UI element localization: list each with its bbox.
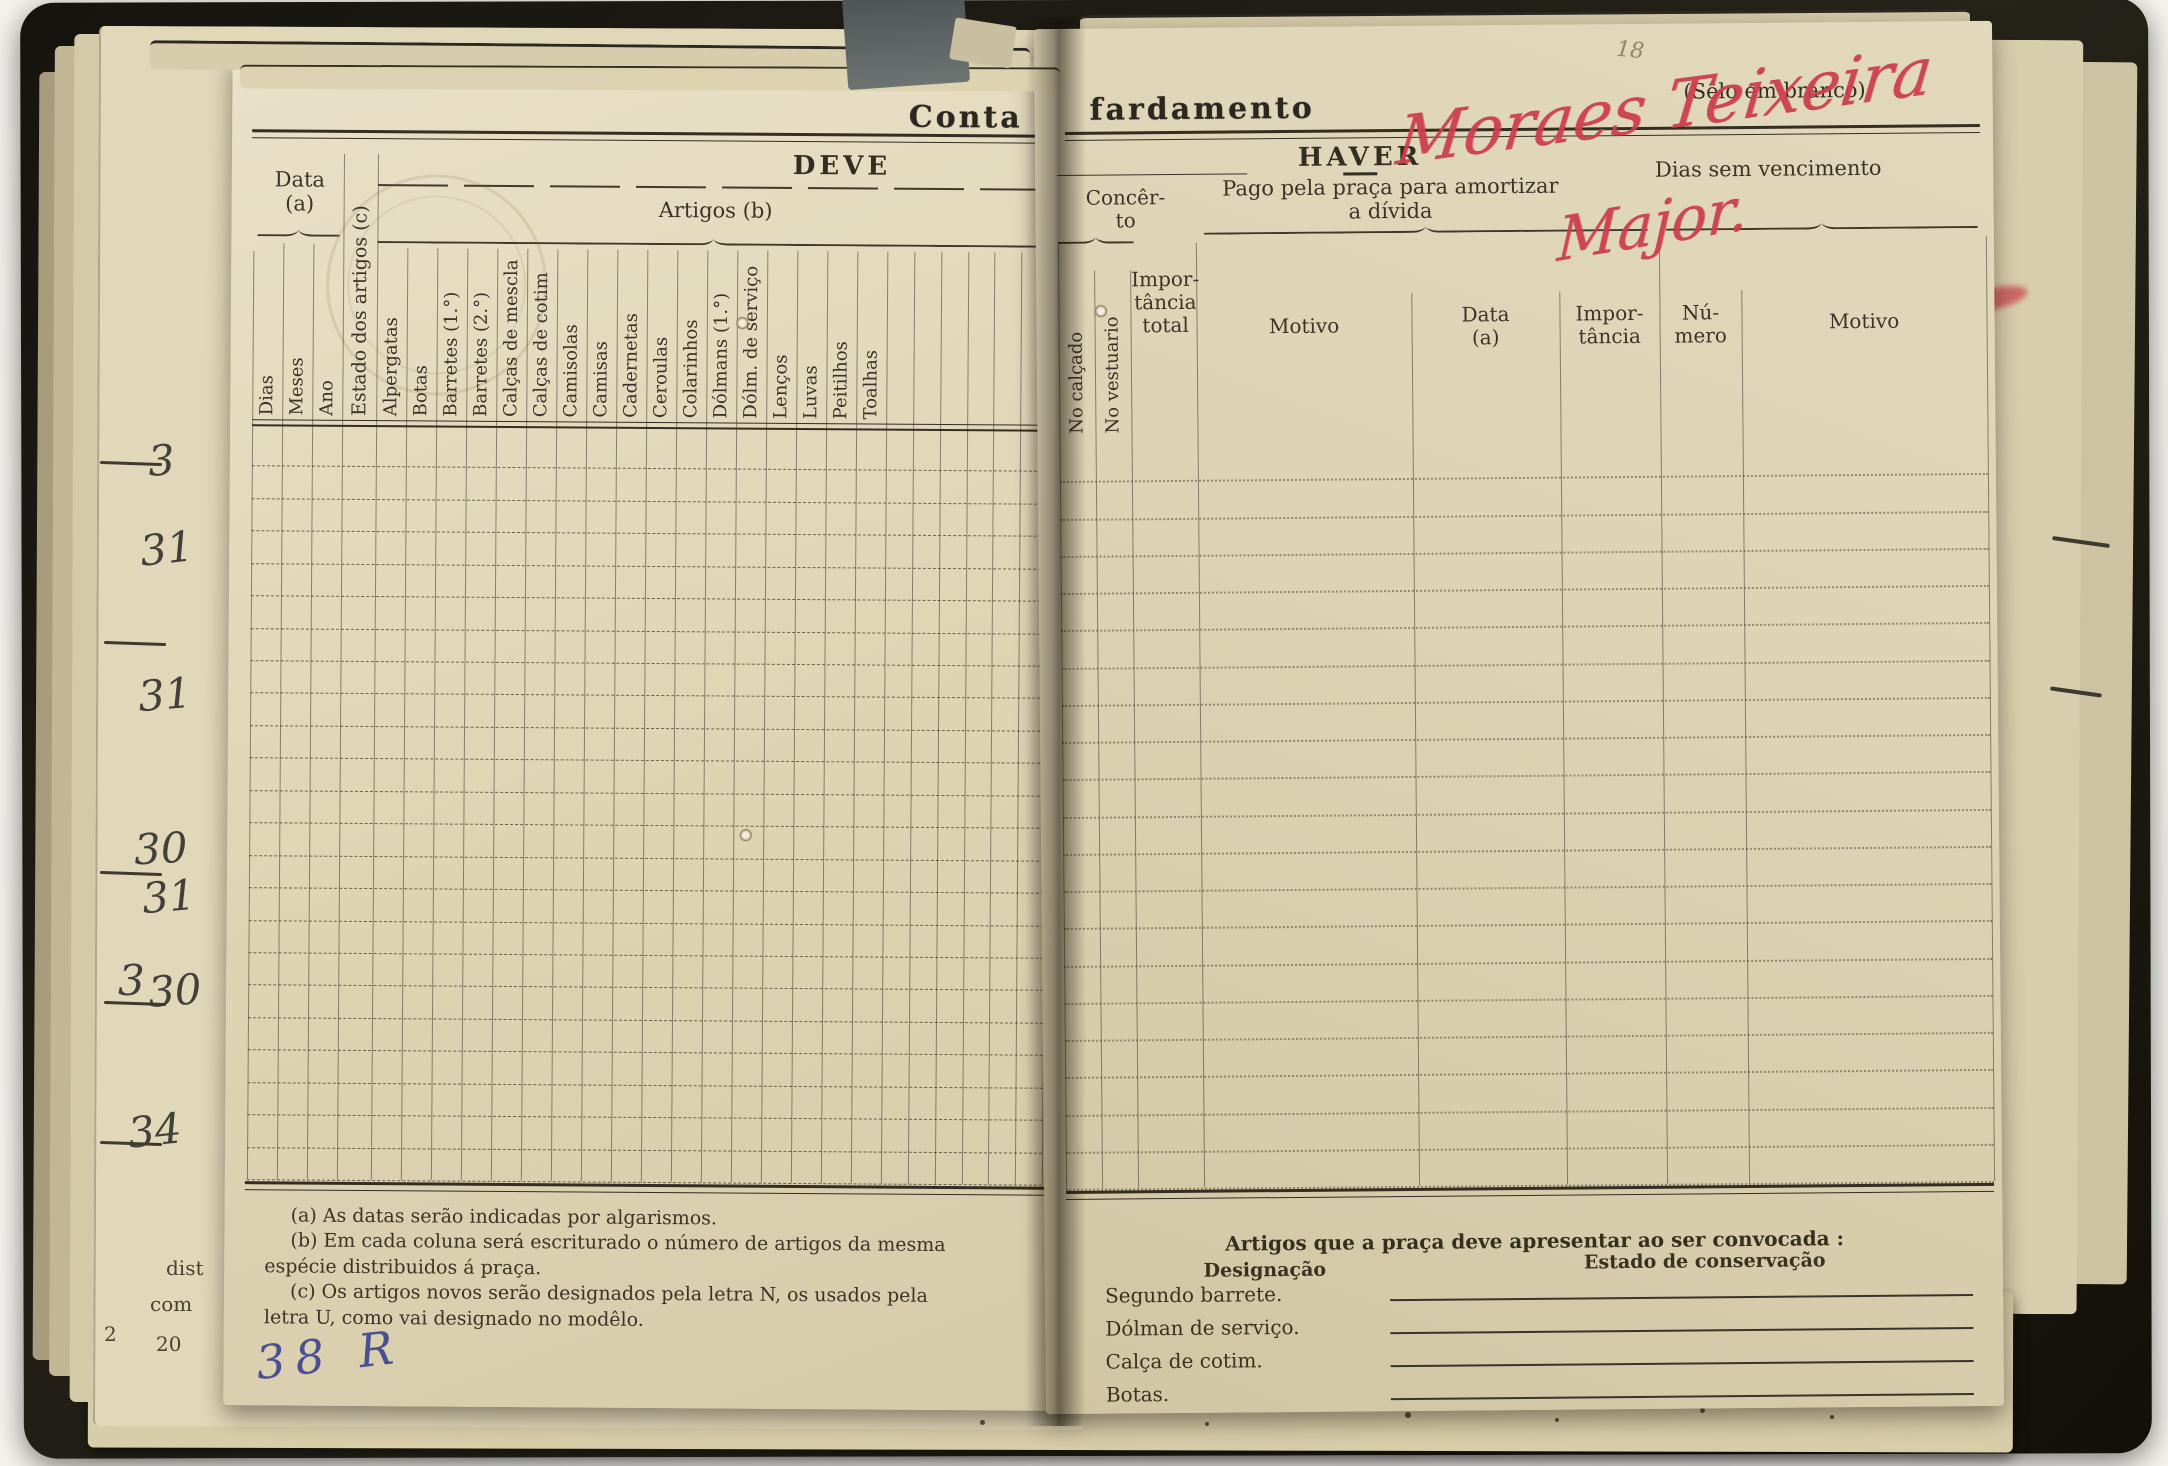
convocada-item-line xyxy=(1390,1360,1974,1368)
paper-speck xyxy=(1555,1418,1559,1422)
convocada-item: Calça de cotim. xyxy=(1105,1348,1263,1374)
date-column-label: Meses xyxy=(286,357,308,416)
concerto-column-label: No vestuario xyxy=(1101,316,1124,434)
footnote: (b) Em cada coluna será escriturado o nú… xyxy=(264,1229,946,1280)
convocada-item-line xyxy=(1390,1327,1974,1335)
artigo-column-label: Barretes (1.°) xyxy=(440,291,463,417)
artigo-column-label: Barretes (2.°) xyxy=(470,291,493,417)
margin-fragment: 20 xyxy=(156,1332,182,1356)
artigo-column-label: Luvas xyxy=(800,365,822,420)
page-title-right: fardamento xyxy=(1089,90,1315,128)
page-hole xyxy=(739,828,753,842)
margin-number: 34 xyxy=(125,1103,184,1158)
artigo-column-label: Dólm. de serviço xyxy=(740,265,763,419)
estado-column-label: Estado dos artigos (c) xyxy=(348,205,372,417)
convocada-item: Dólman de serviço. xyxy=(1105,1314,1300,1341)
page-hole xyxy=(1094,304,1108,318)
pago-group-label: Pago pela praça para amortizar a dívida xyxy=(1222,173,1559,223)
artigo-column-label: Calças de cotim xyxy=(530,272,553,418)
convocada-item-line xyxy=(1390,1393,1974,1401)
artigo-column-label: Lenços xyxy=(770,354,792,419)
artigo-column-label: Cadernetas xyxy=(620,313,642,418)
left-grid-row xyxy=(246,1146,1043,1186)
artigo-column-label: Camisolas xyxy=(560,324,582,418)
margin-fragment: dist xyxy=(166,1256,204,1280)
artigo-column-label: Alpergatas xyxy=(380,317,402,417)
margin-number: 31 xyxy=(139,869,198,924)
deve-table: Dias Meses Ano Estado dos artigos (c) Alperg… xyxy=(246,143,1050,1197)
convocada-item: Botas. xyxy=(1105,1382,1170,1407)
paper-speck xyxy=(1830,1415,1834,1419)
designacao-label: Designação xyxy=(1203,1258,1327,1282)
dias-group-label: Dias sem vencimento xyxy=(1654,155,1882,182)
concerto-overline xyxy=(1057,173,1248,177)
artigo-column-label: Camisas xyxy=(590,341,612,418)
paper-speck xyxy=(1205,1422,1209,1426)
margin-number: 31 xyxy=(135,667,194,722)
artigo-column-label: Dólmans (1.°) xyxy=(710,292,733,419)
right-page: fardamento (Sêlo em branco) HAVER Pago p… xyxy=(1033,20,2005,1415)
paper-speck xyxy=(1700,1408,1705,1413)
margin-number: 3 xyxy=(146,435,177,486)
artigo-column-label: Toalhas xyxy=(860,349,882,420)
footnotes: (a) As datas serão indicadas por algaris… xyxy=(264,1203,965,1335)
margin-number: 31 xyxy=(137,521,196,576)
left-header-rule xyxy=(252,424,1048,432)
concerto-group-label: Concêr- to xyxy=(1085,185,1166,233)
concerto-column-label: No calçado xyxy=(1065,331,1088,434)
convocada-item: Segundo barrete. xyxy=(1104,1282,1283,1308)
date-column-label: Ano xyxy=(316,380,338,416)
paper-speck xyxy=(980,1420,985,1425)
artigo-column-label: Ceroulas xyxy=(650,336,672,419)
margin-number: 3 xyxy=(118,956,145,1005)
date-column-label: Dias xyxy=(256,375,278,416)
margin-number: 30 xyxy=(146,964,204,1017)
convocada-items: Segundo barrete. Dólman de serviço. Calça … xyxy=(1105,1276,1974,1424)
estado-conservacao-label: Estado de conservação xyxy=(1583,1249,1826,1274)
artigo-column-label: Botas xyxy=(410,365,432,417)
page-hole xyxy=(735,316,749,330)
artigo-column-label: Colarinhos xyxy=(680,319,702,419)
artigo-column-label: Peitilhos xyxy=(830,341,852,420)
margin-number: 30 xyxy=(132,822,189,875)
convocada-item-line xyxy=(1390,1294,1974,1302)
pencil-note: 18 xyxy=(1615,36,1646,65)
left-page: Conta de DEVE Data (a) Artigos (b) Dias M… xyxy=(223,55,1085,1411)
margin-fragment: com xyxy=(150,1292,193,1316)
margin-fragment: 2 xyxy=(104,1322,117,1346)
artigo-column-label: Calças de mescla xyxy=(500,259,523,418)
haver-table: No calçado No vestuario xyxy=(1057,231,1996,1191)
paper-speck xyxy=(1405,1412,1411,1418)
